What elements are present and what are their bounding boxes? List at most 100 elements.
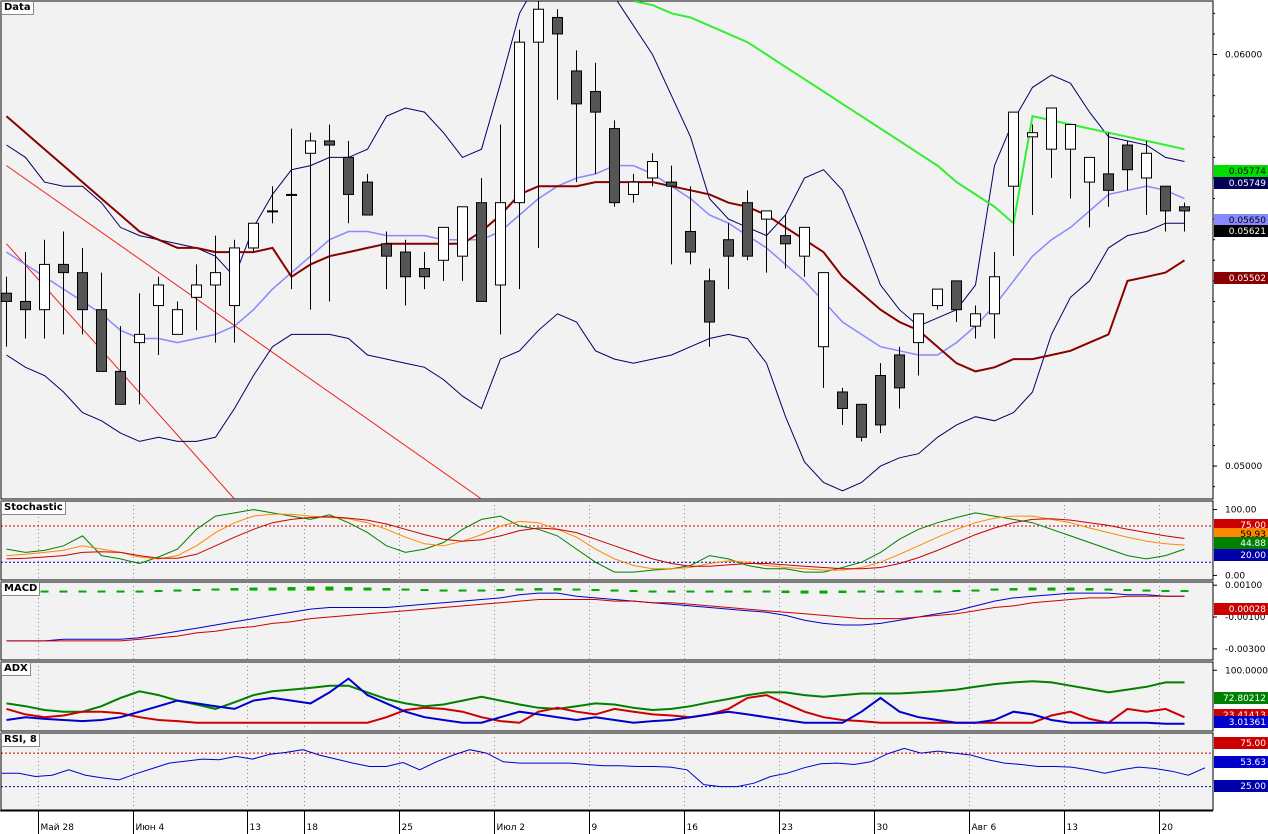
macd-histogram-bar [610, 589, 619, 592]
data-value-tag: 0.05749 [1229, 179, 1266, 189]
candle-up [1008, 111, 1019, 187]
macd-histogram-bar [819, 590, 828, 594]
x-tick-label: Июн 4 [136, 823, 165, 833]
candle-up [134, 333, 145, 344]
stoch-series-0 [6, 509, 1185, 573]
candle-down [400, 251, 411, 278]
macd-histogram-bar [1028, 587, 1037, 591]
candle-up [1084, 156, 1095, 183]
candle-up [248, 222, 259, 249]
adx-value-tag-bg [1214, 716, 1268, 728]
candle-down [875, 375, 886, 426]
candle-up [286, 193, 297, 196]
macd-histogram-bar [1161, 590, 1170, 593]
macd-histogram-bar [97, 590, 106, 593]
data-bollinger-lower [6, 222, 1185, 492]
candle-down [1160, 185, 1171, 212]
y-tick-label: 100.00 [1225, 506, 1257, 516]
macd-histogram-bar [363, 587, 372, 591]
rsi-value-tag-bg [1214, 756, 1268, 768]
macd-histogram-bar [496, 589, 505, 592]
macd-histogram-bar [192, 589, 201, 592]
macd-histogram-bar [648, 590, 657, 593]
candle-down [58, 263, 69, 274]
candle-up [229, 247, 240, 307]
y-tick-label: 0.00100 [1225, 581, 1262, 591]
macd-histogram-bar [1104, 588, 1113, 591]
x-tick-label: 30 [877, 823, 889, 833]
candle-down [419, 268, 430, 278]
data-bollinger-upper [6, 1, 1185, 327]
y-tick-label: -0.00100 [1225, 613, 1266, 623]
macd-histogram-bar [439, 589, 448, 592]
x-tick-label: 16 [687, 823, 699, 833]
rsi-value-tag-bg [1214, 780, 1268, 792]
stoch-value-tag: 75.00 [1240, 521, 1266, 531]
macd-histogram-bar [876, 590, 885, 593]
x-tick-label: 13 [1067, 823, 1078, 833]
rsi-value-tag: 53.63 [1240, 758, 1266, 768]
x-tick-label: 23 [782, 823, 793, 833]
candle-up [533, 8, 544, 43]
macd-histogram-bar [933, 590, 942, 593]
data-value-tag: 0.05774 [1229, 167, 1266, 177]
candle-down [723, 239, 734, 257]
candle-down [552, 16, 563, 35]
candle-up [647, 161, 658, 179]
macd-histogram-bar [1009, 588, 1018, 591]
macd-histogram-bar [629, 590, 638, 593]
candle-up [514, 41, 525, 204]
rsi-value-tag: 25.00 [1240, 782, 1266, 792]
macd-histogram-bar [116, 590, 125, 593]
macd-histogram-bar [838, 590, 847, 594]
macd-histogram-bar [230, 588, 239, 591]
candle-up [172, 309, 183, 335]
candle-down [742, 202, 753, 257]
macd-histogram-bar [1085, 588, 1094, 591]
macd-histogram-bar [59, 590, 68, 593]
candle-up [495, 202, 506, 286]
candle-up [989, 276, 1000, 315]
data-value-tag: 0.05650 [1229, 216, 1266, 226]
macd-histogram-bar [40, 590, 49, 593]
x-tick-label: 18 [307, 823, 319, 833]
macd-histogram-bar [211, 588, 220, 591]
macd-histogram-bar [173, 589, 182, 592]
candle-down [951, 280, 962, 311]
macd-value-tag: 0.00028 [1229, 605, 1266, 615]
macd-histogram-bar [572, 588, 581, 591]
candle-down [77, 272, 88, 311]
candle-down [590, 91, 601, 113]
candle-up [799, 226, 810, 257]
macd-histogram-bar [553, 588, 562, 591]
candle-up [818, 272, 829, 348]
macd-histogram-bar [1066, 587, 1075, 591]
candle-up [913, 313, 924, 344]
macd-histogram-bar [458, 589, 467, 592]
macd-histogram-bar [724, 590, 733, 593]
macd-histogram-bar [325, 586, 334, 591]
candle-up [932, 288, 943, 307]
x-tick-label: Июл 2 [497, 823, 526, 833]
x-tick-label: Май 28 [41, 823, 75, 833]
macd-histogram-bar [287, 587, 296, 591]
macd-histogram-bar [667, 590, 676, 593]
macd-histogram-bar [135, 590, 144, 593]
macd-histogram-bar [743, 590, 752, 593]
adx-value-tag-bg [1214, 692, 1268, 704]
candle-down [115, 370, 126, 405]
data-value-tag: 0.05502 [1229, 274, 1266, 284]
candle-up [191, 284, 202, 298]
candle-down [704, 280, 715, 323]
stochastic-panel-label: Stochastic [1, 501, 66, 515]
macd-histogram-bar [591, 589, 600, 592]
candle-down [96, 309, 107, 372]
adx-panel-label: ADX [1, 662, 31, 676]
macd-series-0 [6, 592, 1185, 642]
data-value-tag-bg [1214, 165, 1268, 177]
candle-down [343, 156, 354, 195]
candle-up [438, 226, 449, 261]
candle-up [457, 206, 468, 257]
stoch-series-1 [6, 513, 1185, 571]
